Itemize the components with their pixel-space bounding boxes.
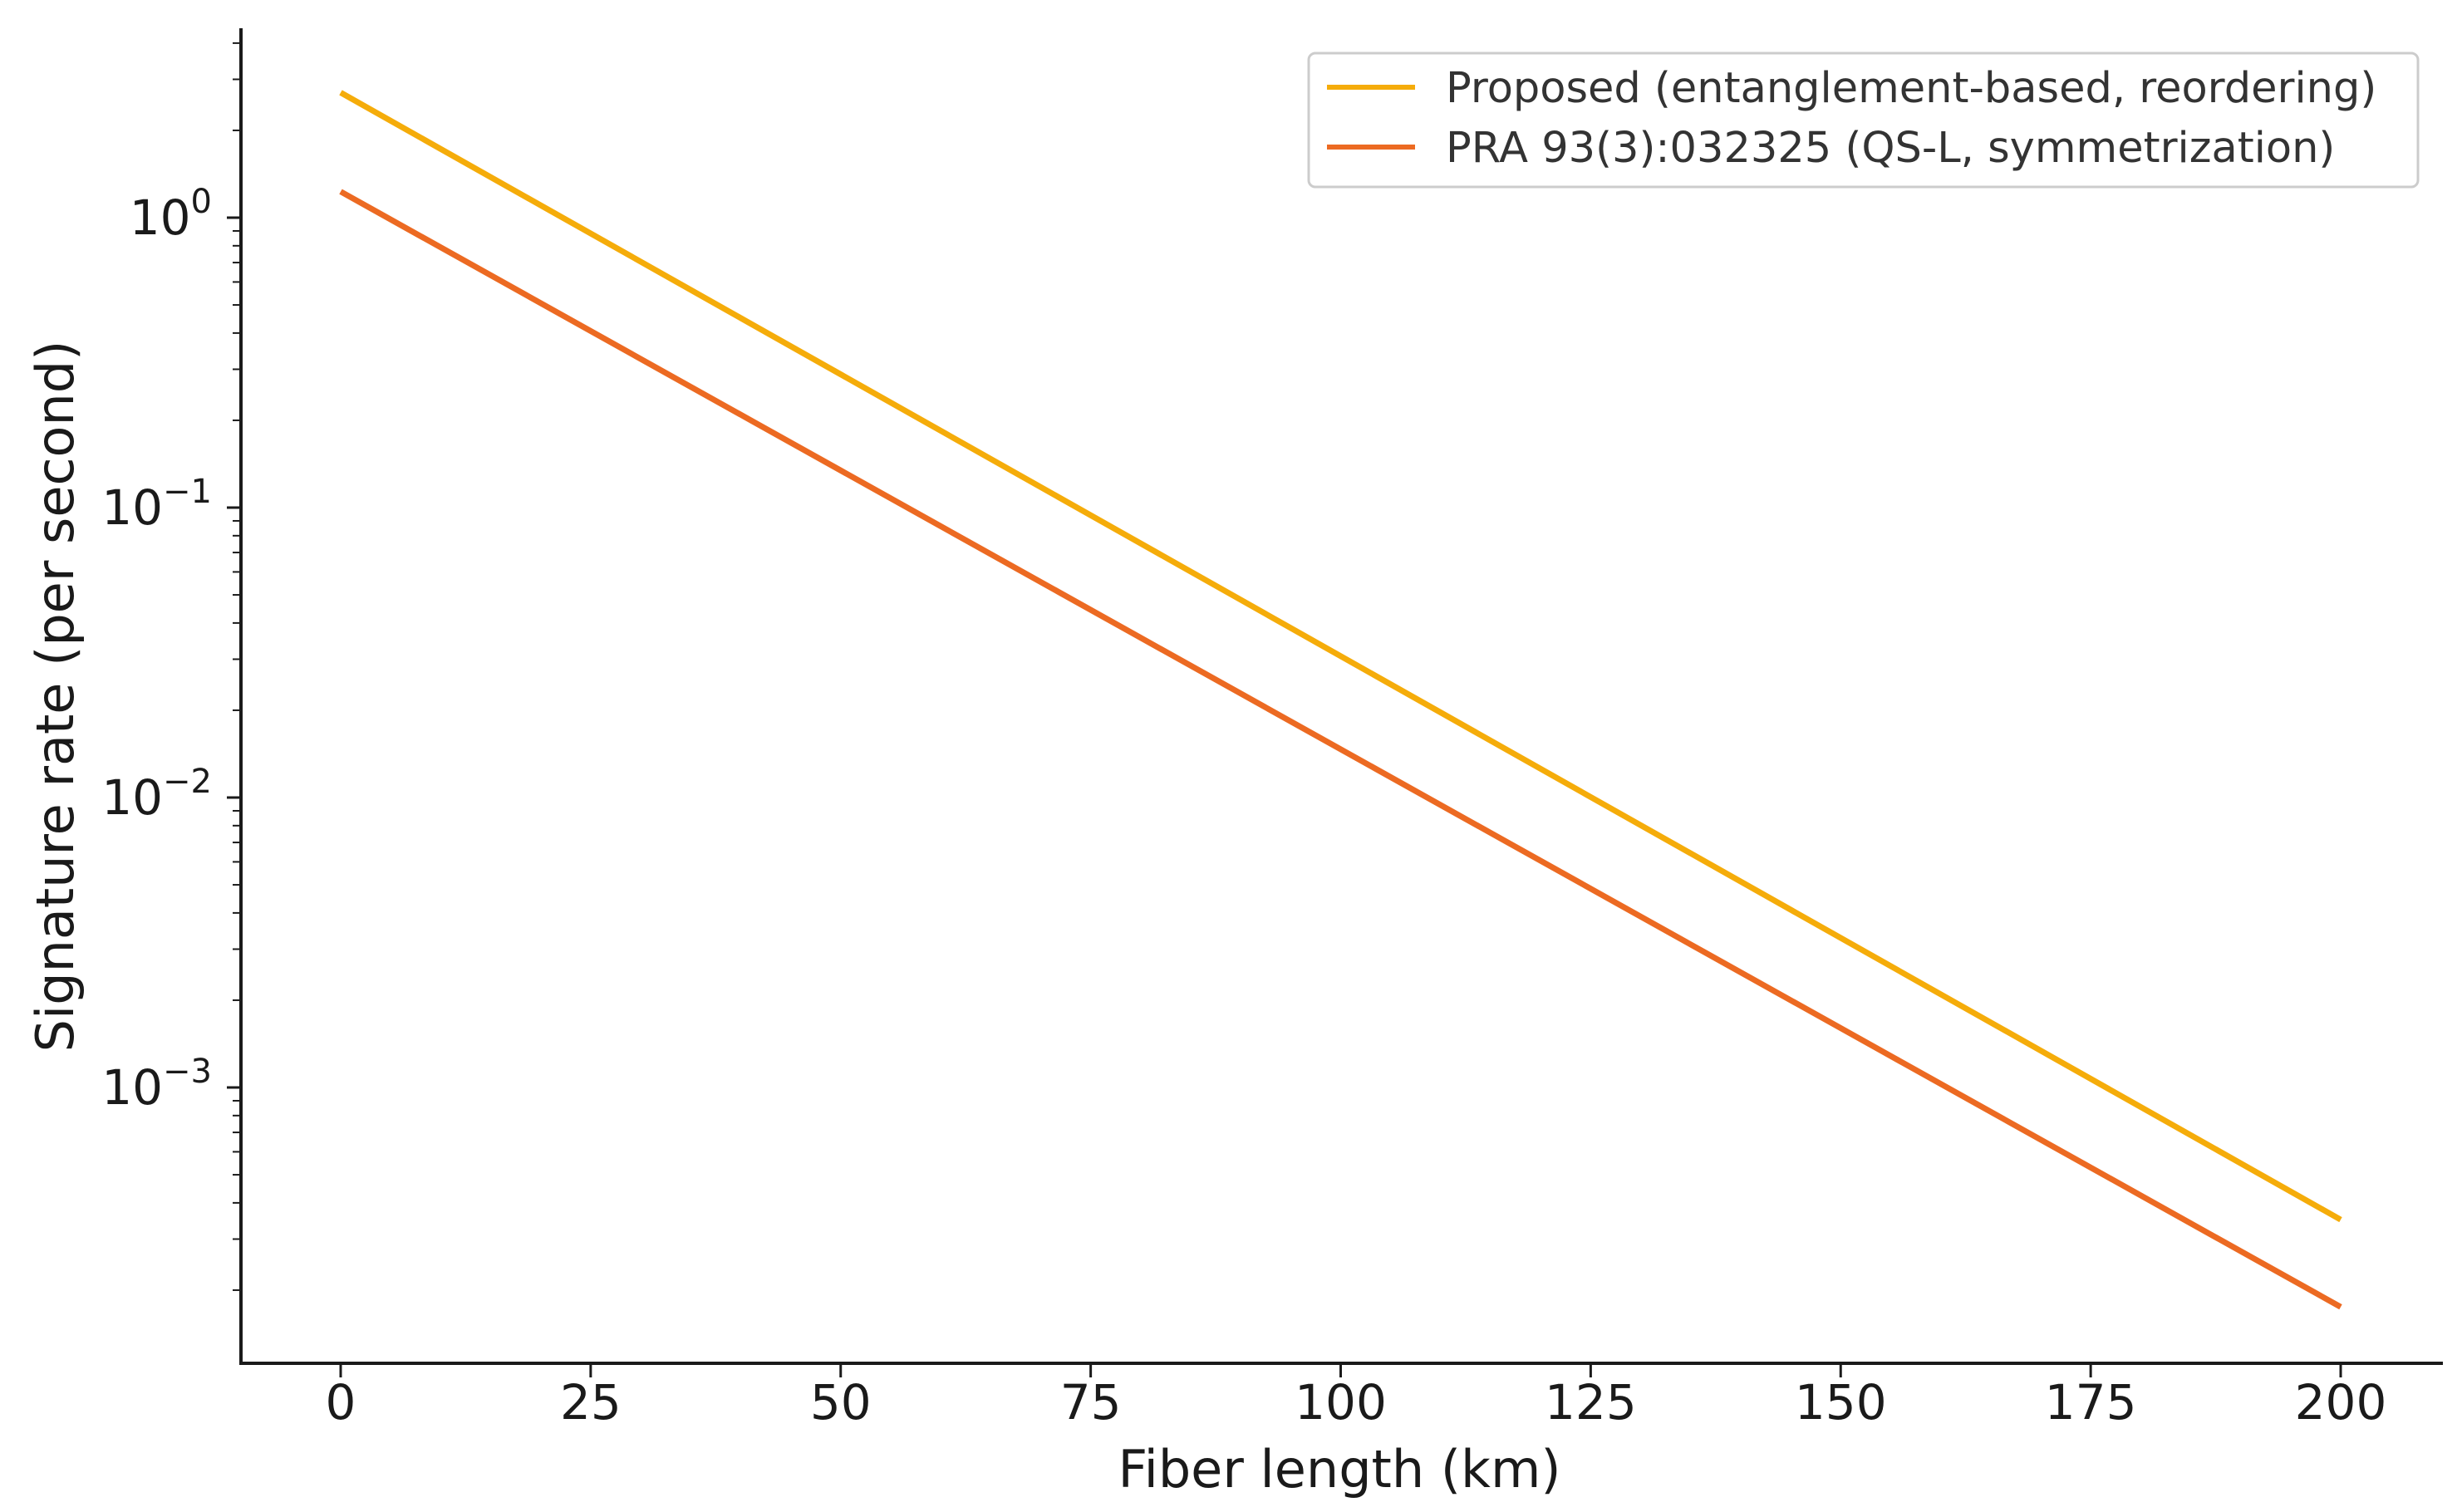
series-layer <box>339 90 2342 1310</box>
y-major-ticks: 100 10−1 10−2 10−3 <box>101 183 241 1116</box>
legend: Proposed (entanglement-based, reordering… <box>1307 52 2420 189</box>
legend-label-proposed: Proposed (entanglement-based, reordering… <box>1446 64 2376 113</box>
x-tick-label: 200 <box>2295 1374 2387 1431</box>
y-tick-label: 10−1 <box>101 473 212 536</box>
x-tick-label: 175 <box>2045 1374 2137 1431</box>
y-axis-label: Signature rate (per second) <box>25 341 86 1053</box>
y-tick-label: 10−2 <box>101 763 212 826</box>
x-axis-label: Fiber length (km) <box>1118 1439 1560 1500</box>
legend-box <box>1307 52 2420 189</box>
x-tick-label: 50 <box>810 1374 872 1431</box>
x-tick-label: 25 <box>560 1374 622 1431</box>
x-tick-label: 0 <box>326 1374 356 1431</box>
x-tick-label: 150 <box>1795 1374 1887 1431</box>
y-tick-label: 100 <box>130 183 212 246</box>
series-line-proposed <box>339 90 2342 1223</box>
x-ticks: 0 25 50 75 100 125 150 175 200 <box>326 1363 2387 1431</box>
x-tick-label: 75 <box>1060 1374 1122 1431</box>
legend-label-pra: PRA 93(3):032325 (QS-L, symmetrization) <box>1446 124 2335 173</box>
x-tick-label: 125 <box>1545 1374 1637 1431</box>
series-line-pra <box>339 189 2342 1310</box>
x-tick-label: 100 <box>1295 1374 1387 1431</box>
y-tick-label: 10−3 <box>101 1053 212 1116</box>
